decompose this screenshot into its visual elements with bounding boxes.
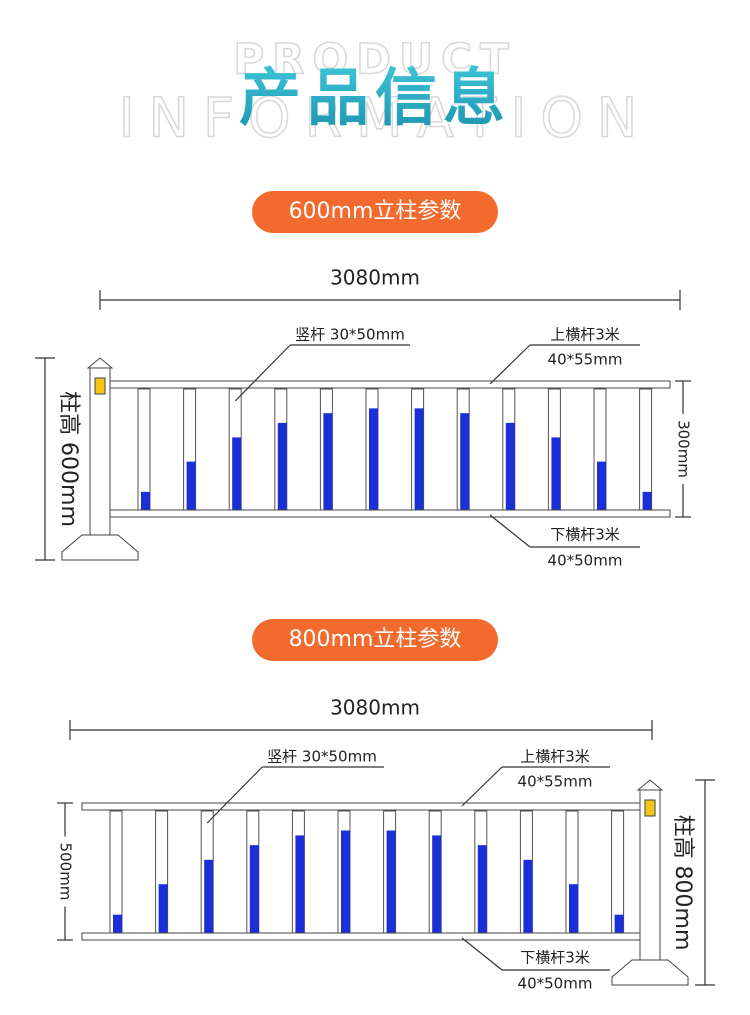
label: 3080mm [330,696,420,720]
label: 500mm [57,843,75,901]
badge [252,619,498,661]
line [461,766,503,807]
post-base [611,959,689,986]
bottom-rail [109,509,671,518]
label: 上横杆3米 [520,748,590,766]
label: 40*50mm [548,552,623,570]
label: 40*55mm [518,773,593,791]
label: 40*55mm [548,351,623,369]
label: 下横杆3米 [520,949,590,967]
picket-blue [569,884,578,933]
bottom-rail [81,932,641,941]
picket-blue [295,835,305,933]
top-rail [81,802,641,811]
post-cap [86,357,114,369]
label: 800mm立柱参数 [289,627,462,652]
picket-blue [249,845,259,933]
post-base [61,534,139,561]
label: 300mm [675,420,693,478]
label: 上横杆3米 [550,326,620,344]
picket-blue [204,859,214,933]
picket-blue [113,914,122,933]
label: 40*50mm [518,975,593,993]
label: 600mm立柱参数 [289,199,462,224]
picket-blue [642,491,652,510]
label: 柱高 800mm [670,815,695,951]
picket-blue [277,422,287,510]
picket-blue [477,845,487,933]
picket-blue [505,422,515,510]
line [234,344,291,402]
picket-blue [341,830,350,933]
picket-blue [460,413,470,510]
line [206,766,263,824]
picket-blue [386,830,396,933]
watermark: INFORMATION [119,87,652,150]
picket-blue [186,461,196,510]
picket-blue [432,835,442,933]
picket-blue [158,884,168,933]
top-rail [109,380,671,389]
label: 3080mm [330,266,420,290]
line [489,514,531,548]
label: 柱高 600mm [56,391,81,527]
post-cap [636,779,664,791]
picket-blue [523,859,533,933]
picket-blue [323,413,333,510]
label: 竖杆 30*50mm [295,326,405,344]
badge [252,191,498,233]
reflector [94,377,106,395]
label: 下横杆3米 [550,526,620,544]
picket-blue [597,461,606,510]
title: 产品信息 [239,61,511,134]
line [461,937,503,971]
picket-blue [414,408,424,510]
picket-blue [232,437,242,510]
picket-blue [614,914,624,933]
watermark: PRODUCT [233,35,516,84]
line [489,344,531,385]
reflector [644,799,656,817]
picket-blue [551,437,561,510]
picket-blue [369,408,378,510]
picket-blue [141,491,150,510]
label: 竖杆 30*50mm [267,748,377,766]
